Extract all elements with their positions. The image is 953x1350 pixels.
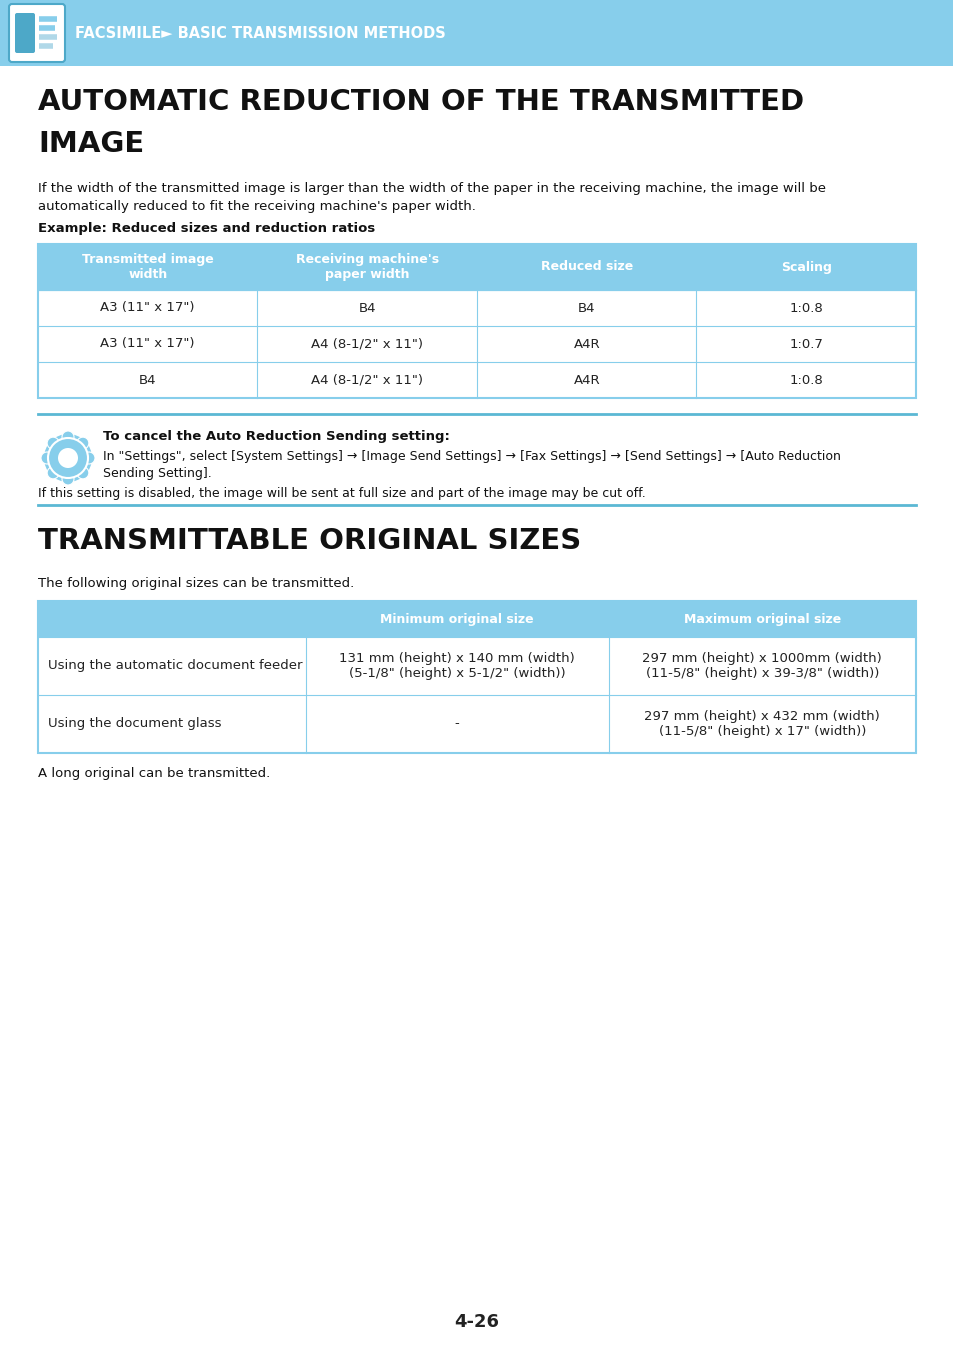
Circle shape [58, 448, 78, 468]
Circle shape [83, 452, 95, 464]
Text: automatically reduced to fit the receiving machine's paper width.: automatically reduced to fit the receivi… [38, 200, 476, 213]
Text: FACSIMILE► BASIC TRANSMISSION METHODS: FACSIMILE► BASIC TRANSMISSION METHODS [75, 26, 445, 40]
Text: In "Settings", select [System Settings] → [Image Send Settings] → [Fax Settings]: In "Settings", select [System Settings] … [103, 450, 840, 463]
Text: The following original sizes can be transmitted.: The following original sizes can be tran… [38, 576, 354, 590]
Text: If the width of the transmitted image is larger than the width of the paper in t: If the width of the transmitted image is… [38, 182, 825, 194]
FancyBboxPatch shape [15, 14, 35, 53]
Circle shape [47, 467, 59, 479]
Bar [38, 244, 915, 290]
Text: 1:0.8: 1:0.8 [788, 301, 822, 315]
Circle shape [44, 433, 91, 482]
Text: Transmitted image
width: Transmitted image width [82, 252, 213, 281]
Text: 297 mm (height) x 1000mm (width)
(11-5/8" (height) x 39-3/8" (width)): 297 mm (height) x 1000mm (width) (11-5/8… [641, 652, 882, 680]
Bar [38, 601, 915, 637]
Circle shape [62, 472, 74, 485]
Bar [0, 0, 953, 66]
Text: A4R: A4R [573, 338, 599, 351]
Bar [38, 325, 915, 362]
Bar [38, 244, 915, 398]
Text: A4R: A4R [573, 374, 599, 386]
Text: Scaling: Scaling [780, 261, 831, 274]
Bar [38, 601, 915, 753]
Text: 297 mm (height) x 432 mm (width)
(11-5/8" (height) x 17" (width)): 297 mm (height) x 432 mm (width) (11-5/8… [644, 710, 880, 738]
Circle shape [77, 467, 89, 479]
Text: TRANSMITTABLE ORIGINAL SIZES: TRANSMITTABLE ORIGINAL SIZES [38, 526, 580, 555]
Text: Maximum original size: Maximum original size [683, 613, 841, 625]
Text: 1:0.7: 1:0.7 [788, 338, 822, 351]
Text: A4 (8-1/2" x 11"): A4 (8-1/2" x 11") [311, 374, 423, 386]
Bar [38, 362, 915, 398]
Text: IMAGE: IMAGE [38, 130, 144, 158]
Text: Reduced size: Reduced size [540, 261, 632, 274]
Text: If this setting is disabled, the image will be sent at full size and part of the: If this setting is disabled, the image w… [38, 487, 645, 500]
Text: Receiving machine's
paper width: Receiving machine's paper width [295, 252, 438, 281]
Circle shape [77, 437, 89, 450]
Text: A4 (8-1/2" x 11"): A4 (8-1/2" x 11") [311, 338, 423, 351]
Text: 131 mm (height) x 140 mm (width)
(5-1/8" (height) x 5-1/2" (width)): 131 mm (height) x 140 mm (width) (5-1/8"… [339, 652, 575, 680]
Text: Example: Reduced sizes and reduction ratios: Example: Reduced sizes and reduction rat… [38, 221, 375, 235]
Circle shape [47, 437, 59, 450]
Circle shape [62, 431, 74, 443]
Circle shape [48, 437, 88, 478]
Text: To cancel the Auto Reduction Sending setting:: To cancel the Auto Reduction Sending set… [103, 431, 450, 443]
Text: A long original can be transmitted.: A long original can be transmitted. [38, 767, 270, 780]
Text: 4-26: 4-26 [454, 1314, 499, 1331]
Text: A3 (11" x 17"): A3 (11" x 17") [100, 301, 194, 315]
Text: Minimum original size: Minimum original size [380, 613, 534, 625]
Bar [38, 637, 915, 695]
Bar [38, 695, 915, 753]
Text: Using the document glass: Using the document glass [48, 717, 221, 730]
Text: AUTOMATIC REDUCTION OF THE TRANSMITTED: AUTOMATIC REDUCTION OF THE TRANSMITTED [38, 88, 803, 116]
Text: 1:0.8: 1:0.8 [788, 374, 822, 386]
Circle shape [41, 452, 53, 464]
Text: A3 (11" x 17"): A3 (11" x 17") [100, 338, 194, 351]
FancyBboxPatch shape [9, 4, 65, 62]
Text: B4: B4 [578, 301, 595, 315]
Text: -: - [455, 717, 459, 730]
Text: Sending Setting].: Sending Setting]. [103, 467, 212, 481]
Text: Using the automatic document feeder: Using the automatic document feeder [48, 660, 302, 672]
Text: B4: B4 [358, 301, 375, 315]
Bar [38, 290, 915, 325]
Text: B4: B4 [139, 374, 156, 386]
